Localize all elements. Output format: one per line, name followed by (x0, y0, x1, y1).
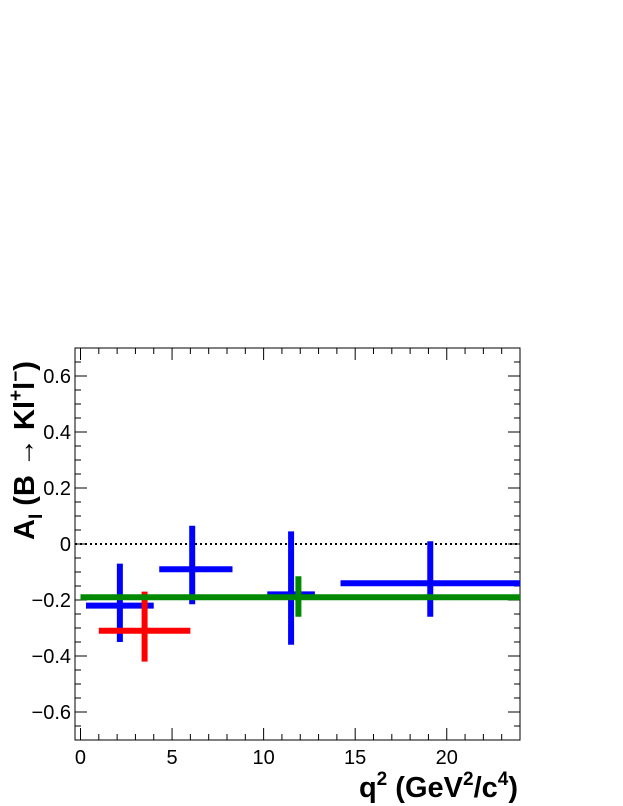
y-tick-label: 0 (60, 534, 71, 556)
y-tick-label: 0.4 (43, 422, 71, 444)
data-point (98, 591, 191, 662)
x-axis-title: q2 (GeV2/c4) (359, 769, 518, 804)
x-tick-label: 5 (166, 747, 177, 769)
axis-ticks (75, 348, 521, 740)
y-tick-label: 0.2 (43, 478, 71, 500)
data-marks (80, 525, 520, 662)
tick-labels: 0 5 10 15 20 −0.6 −0.4 −0.2 0 0.2 0.4 0.6 (32, 366, 458, 769)
data-point (159, 525, 233, 605)
y-axis-title: AI (B → Kl+l−) (6, 361, 47, 540)
y-tick-label: −0.6 (32, 702, 71, 724)
data-point (340, 541, 520, 617)
x-tick-label: 10 (252, 747, 274, 769)
y-tick-label: 0.6 (43, 366, 71, 388)
x-tick-label: 20 (436, 747, 458, 769)
x-tick-label: 0 (75, 747, 86, 769)
y-tick-label: −0.4 (32, 646, 71, 668)
data-point (267, 531, 315, 645)
x-tick-label: 15 (344, 747, 366, 769)
y-tick-label: −0.2 (32, 590, 71, 612)
